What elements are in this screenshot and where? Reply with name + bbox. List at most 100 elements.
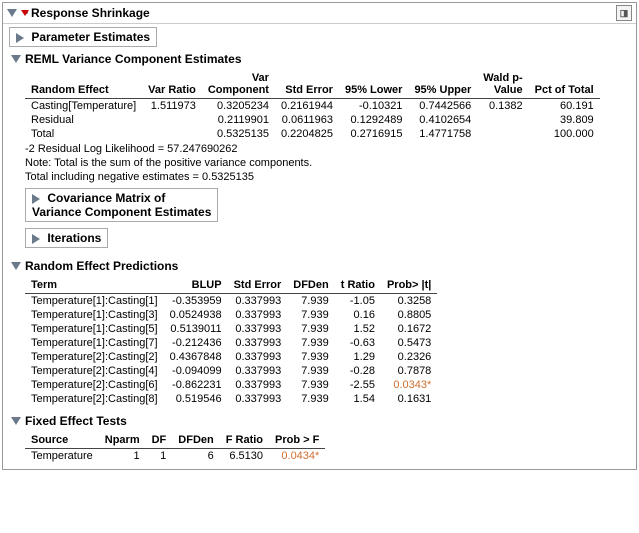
cell: 1.54 <box>335 392 381 406</box>
collapse-icon[interactable] <box>11 417 21 425</box>
cell: 6.5130 <box>220 449 269 464</box>
parameter-estimates-header[interactable]: Parameter Estimates <box>9 27 157 47</box>
cell: -0.094099 <box>164 364 228 378</box>
cell <box>142 127 202 141</box>
col-header: Pct of Total <box>529 70 600 99</box>
expand-icon[interactable] <box>32 234 40 244</box>
cell: Casting[Temperature] <box>25 99 142 114</box>
cell: 0.1382 <box>477 99 528 114</box>
cell: Temperature[1]:Casting[1] <box>25 294 164 309</box>
col-header: 95% Lower <box>339 70 408 99</box>
cell: 0.0434* <box>269 449 325 464</box>
col-header: Term <box>25 277 164 294</box>
response-panel: Response Shrinkage ◨ Parameter Estimates… <box>2 2 637 470</box>
cell: Total <box>25 127 142 141</box>
menu-dropdown-icon[interactable] <box>24 10 28 14</box>
cell: Temperature[1]:Casting[7] <box>25 336 164 350</box>
cell: 0.337993 <box>228 350 288 364</box>
cell: 7.939 <box>287 294 334 309</box>
cell: -0.10321 <box>339 99 408 114</box>
collapse-icon[interactable] <box>11 262 21 270</box>
table-row: Temperature[1]:Casting[3]0.05249380.3379… <box>25 308 437 322</box>
cell: 0.5325135 <box>202 127 275 141</box>
cell: 0.5473 <box>381 336 437 350</box>
cell: Temperature <box>25 449 99 464</box>
cell: 0.337993 <box>228 322 288 336</box>
cell: -0.212436 <box>164 336 228 350</box>
note-text: Note: Total is the sum of the positive v… <box>25 157 628 169</box>
cell: 0.519546 <box>164 392 228 406</box>
cell: 1.511973 <box>142 99 202 114</box>
expand-icon[interactable] <box>16 33 24 43</box>
table-row: Total0.53251350.22048250.27169151.477175… <box>25 127 600 141</box>
section-title: Iterations <box>47 231 101 245</box>
table-row: Temperature[2]:Casting[4]-0.0940990.3379… <box>25 364 437 378</box>
cell: 39.809 <box>529 113 600 127</box>
iterations-header[interactable]: Iterations <box>25 228 108 248</box>
col-header: BLUP <box>164 277 228 294</box>
cell: 0.337993 <box>228 378 288 392</box>
cell: 0.3205234 <box>202 99 275 114</box>
cell: 0.337993 <box>228 364 288 378</box>
cell: Residual <box>25 113 142 127</box>
col-header: 95% Upper <box>408 70 477 99</box>
cell: 0.8805 <box>381 308 437 322</box>
reml-header[interactable]: REML Variance Component Estimates <box>3 50 636 68</box>
cell: 7.939 <box>287 336 334 350</box>
cell: -2.55 <box>335 378 381 392</box>
cell: 100.000 <box>529 127 600 141</box>
col-header: Var Ratio <box>142 70 202 99</box>
cell: Temperature[2]:Casting[6] <box>25 378 164 392</box>
cell: 7.939 <box>287 364 334 378</box>
cell: 0.7878 <box>381 364 437 378</box>
col-header: Wald p- Value <box>477 70 528 99</box>
note-text: Total including negative estimates = 0.5… <box>25 171 628 183</box>
col-header: Std Error <box>228 277 288 294</box>
cell: Temperature[2]:Casting[2] <box>25 350 164 364</box>
cell: Temperature[2]:Casting[4] <box>25 364 164 378</box>
reml-body: Random EffectVar RatioVar ComponentStd E… <box>3 68 636 257</box>
col-header: Prob> |t| <box>381 277 437 294</box>
cell: 0.2161944 <box>275 99 339 114</box>
cell: 0.5139011 <box>164 322 228 336</box>
section-title: REML Variance Component Estimates <box>25 52 242 66</box>
cell: 6 <box>172 449 219 464</box>
cell: 0.1631 <box>381 392 437 406</box>
table-row: Temperature[2]:Casting[2]0.43678480.3379… <box>25 350 437 364</box>
rand-pred-table: TermBLUPStd ErrorDFDent RatioProb> |t| T… <box>25 277 437 406</box>
cell: -0.353959 <box>164 294 228 309</box>
col-header: DF <box>146 432 173 449</box>
table-row: Temperature[1]:Casting[7]-0.2124360.3379… <box>25 336 437 350</box>
cell: 1 <box>99 449 146 464</box>
cell: 7.939 <box>287 308 334 322</box>
rand-pred-body: TermBLUPStd ErrorDFDent RatioProb> |t| T… <box>3 275 636 412</box>
popout-icon[interactable]: ◨ <box>616 5 632 21</box>
cell: -0.862231 <box>164 378 228 392</box>
cell: 0.2326 <box>381 350 437 364</box>
col-header: Var Component <box>202 70 275 99</box>
cell <box>477 113 528 127</box>
cell: Temperature[1]:Casting[3] <box>25 308 164 322</box>
table-row: Temperature[2]:Casting[6]-0.8622310.3379… <box>25 378 437 392</box>
cell: 0.1672 <box>381 322 437 336</box>
cell: 7.939 <box>287 322 334 336</box>
section-title: Covariance Matrix of Variance Component … <box>32 191 211 219</box>
collapse-icon[interactable] <box>11 55 21 63</box>
cell: 60.191 <box>529 99 600 114</box>
cov-matrix-header[interactable]: Covariance Matrix of Variance Component … <box>25 188 218 222</box>
fixed-tests-header[interactable]: Fixed Effect Tests <box>3 412 636 430</box>
cell: 0.4367848 <box>164 350 228 364</box>
col-header: t Ratio <box>335 277 381 294</box>
col-header: Source <box>25 432 99 449</box>
collapse-icon[interactable] <box>7 9 17 17</box>
table-row: Temperature[1]:Casting[5]0.51390110.3379… <box>25 322 437 336</box>
cell: 0.0343* <box>381 378 437 392</box>
expand-icon[interactable] <box>32 194 40 204</box>
col-header: Nparm <box>99 432 146 449</box>
cell: 0.3258 <box>381 294 437 309</box>
cell: 7.939 <box>287 350 334 364</box>
col-header: Random Effect <box>25 70 142 99</box>
cell: 7.939 <box>287 392 334 406</box>
cell: 0.337993 <box>228 392 288 406</box>
rand-pred-header[interactable]: Random Effect Predictions <box>3 257 636 275</box>
